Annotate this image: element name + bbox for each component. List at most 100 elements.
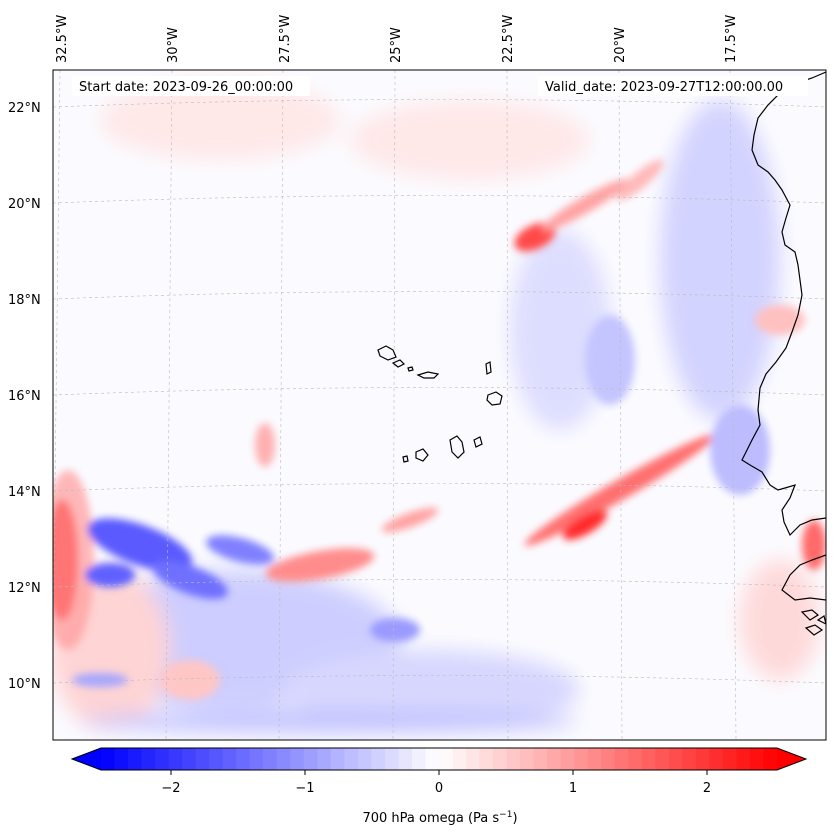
- colorbar-segment: [547, 748, 562, 770]
- colorbar-segment: [682, 748, 697, 770]
- valid-date-box: [538, 76, 808, 96]
- descent-band-24w: [381, 507, 439, 533]
- colorbar-outline: [70, 747, 808, 771]
- colorbar-label-sup: −1: [499, 810, 512, 820]
- ascent-band-s: [80, 712, 580, 732]
- longitude-labels: 32.5°W 30°W 27.5°W 25°W 22.5°W 20°W 17.5…: [55, 15, 739, 63]
- descent-region-nw: [100, 80, 340, 160]
- lat-label: 10°N: [8, 677, 41, 692]
- parallel-10n: [53, 675, 826, 684]
- colorbar-segment: [628, 748, 643, 770]
- island-sao-vicente: [391, 359, 406, 368]
- parallel-12n: [53, 579, 826, 588]
- ascent-region-20w: [585, 315, 635, 405]
- colorbar-segment: [222, 748, 237, 770]
- colorbar-segment: [128, 748, 143, 770]
- lat-label: 12°N: [8, 581, 41, 596]
- lon-label: 22.5°W: [501, 15, 516, 63]
- africa-coastline: [741, 71, 826, 537]
- descent-band-sw-ne: [524, 434, 716, 546]
- colorbar-segment: [344, 748, 359, 770]
- ascent-cluster-4: [85, 563, 135, 587]
- colorbar-segment: [614, 748, 629, 770]
- ascent-cluster-1: [87, 518, 193, 572]
- colorbar-segments: [101, 748, 778, 770]
- start-date-text: Start date: 2023-09-26_00:00:00: [79, 80, 293, 95]
- colorbar-min-extend: [72, 748, 101, 770]
- colorbar-segment: [587, 748, 602, 770]
- colorbar-label-end: ): [512, 811, 517, 826]
- ascent-region-se: [280, 650, 580, 730]
- colorbar: −2 −1 0 1 2 700 hPa omega (Pa s−1): [70, 747, 808, 826]
- colorbar-segment: [168, 748, 183, 770]
- africa-coastline-south: [781, 554, 826, 601]
- colorbar-segment: [601, 748, 616, 770]
- colorbar-segment: [425, 748, 440, 770]
- island-brava: [402, 455, 409, 463]
- lon-label: 20°W: [613, 27, 628, 63]
- colorbar-segment: [533, 748, 548, 770]
- colorbar-segment: [736, 748, 751, 770]
- colorbar-segment: [695, 748, 710, 770]
- colorbar-segment: [466, 748, 481, 770]
- island-maio: [473, 436, 483, 448]
- colorbar-segment: [101, 748, 116, 770]
- colorbar-segment: [479, 748, 494, 770]
- omega-field: [53, 80, 826, 732]
- colorbar-segment: [371, 748, 386, 770]
- latitude-labels: 22°N 20°N 18°N 16°N 14°N 12°N 10°N: [8, 101, 41, 692]
- colorbar-segment: [560, 748, 575, 770]
- colorbar-segment: [263, 748, 278, 770]
- ascent-patch-24w: [370, 618, 420, 642]
- island-sao-nicolau: [416, 371, 440, 379]
- map-frame: [52, 69, 827, 741]
- ascent-cluster-2: [152, 561, 228, 599]
- meridian-27-5w: [278, 70, 284, 740]
- colorbar-segment: [763, 748, 778, 770]
- colorbar-segment: [155, 748, 170, 770]
- colorbar-segment: [141, 748, 156, 770]
- descent-edge-w-halo: [53, 470, 94, 650]
- colorbar-segment: [114, 748, 129, 770]
- colorbar-segment: [317, 748, 332, 770]
- parallel-14n: [53, 483, 826, 492]
- colorbar-segment: [398, 748, 413, 770]
- island-santa-luzia: [407, 366, 414, 372]
- colorbar-tick-label: 0: [435, 781, 443, 796]
- descent-streak-ne: [541, 179, 629, 231]
- island-santo-antao: [377, 345, 397, 361]
- colorbar-segment: [722, 748, 738, 770]
- colorbar-segment: [749, 748, 765, 770]
- meridian-17-5w: [729, 70, 737, 740]
- island-santiago: [449, 435, 465, 459]
- lon-label: 27.5°W: [278, 15, 293, 63]
- map-panel: Start date: 2023-09-26_00:00:00 Valid_da…: [52, 69, 827, 741]
- ascent-region-18w: [710, 405, 770, 495]
- colorbar-segment: [209, 748, 224, 770]
- lon-label: 17.5°W: [724, 15, 739, 63]
- lon-label: 32.5°W: [55, 15, 70, 63]
- descent-patch-sw: [160, 660, 220, 700]
- colorbar-segment: [452, 748, 467, 770]
- colorbar-ticks: [170, 770, 708, 775]
- colorbar-segment: [182, 748, 197, 770]
- lon-label: 25°W: [389, 27, 404, 63]
- island-sal: [485, 361, 492, 375]
- ascent-region-ne: [660, 100, 780, 420]
- colorbar-segment: [506, 748, 521, 770]
- meridian-25w: [392, 70, 396, 740]
- descent-region-e: [740, 560, 820, 680]
- colorbar-segment: [641, 748, 656, 770]
- lon-label: 30°W: [166, 27, 181, 63]
- colorbar-segment: [574, 748, 589, 770]
- lat-label: 18°N: [8, 293, 41, 308]
- colorbar-segment: [709, 748, 724, 770]
- colorbar-segment: [520, 748, 535, 770]
- lat-label: 16°N: [8, 389, 41, 404]
- parallel-22n: [53, 99, 826, 108]
- lat-label: 14°N: [8, 485, 41, 500]
- colorbar-segment: [439, 748, 454, 770]
- colorbar-max-extend: [777, 748, 806, 770]
- colorbar-segment: [655, 748, 670, 770]
